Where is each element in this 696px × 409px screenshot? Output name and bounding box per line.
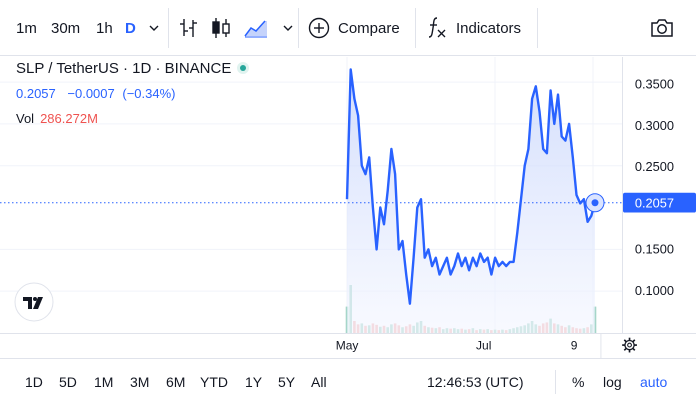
toolbar-divider (298, 8, 299, 48)
function-fx-icon[interactable] (426, 15, 448, 41)
range-1m[interactable]: 1M (94, 374, 114, 390)
last-price-tag: 0.2057 (623, 192, 696, 213)
symbol-legend[interactable]: SLP / TetherUS · 1D · BINANCE (16, 60, 250, 77)
last-price-marker-dot (591, 199, 599, 207)
price-line-series (345, 68, 597, 305)
range-ytd[interactable]: YTD (200, 374, 228, 390)
compare-button[interactable]: Compare (338, 19, 400, 37)
y-tick-label: 0.1500 (635, 242, 674, 257)
price-area-fill (347, 69, 595, 333)
range-5y[interactable]: 5Y (278, 374, 296, 390)
interval-chevron-down-icon[interactable] (148, 22, 160, 34)
volume-legend[interactable]: Vol 286.272M (16, 111, 98, 126)
x-tick-label: May (336, 339, 359, 353)
range-6m[interactable]: 6M (166, 374, 186, 390)
chart-type-chevron-down-icon[interactable] (282, 22, 294, 34)
area-chart-icon[interactable] (243, 17, 269, 39)
plus-circle-icon[interactable] (308, 17, 330, 39)
legend-price-change-pct: (−0.34%) (122, 86, 176, 101)
percent-scale-toggle[interactable]: % (572, 374, 585, 390)
camera-snapshot-icon[interactable] (649, 16, 675, 40)
interval-d[interactable]: D (125, 19, 136, 37)
tradingview-logo[interactable] (14, 282, 54, 322)
legend-price-change: −0.0007 (67, 86, 115, 101)
legend-price-value: 0.2057 (16, 86, 56, 101)
candles-chart-icon[interactable] (210, 16, 232, 40)
log-scale-toggle[interactable]: log (603, 374, 622, 390)
price-legend: 0.2057 −0.0007 (−0.34%) (16, 86, 176, 101)
last-price-tag-label: 0.2057 (635, 196, 674, 211)
utc-clock[interactable]: 12:46:53 (UTC) (427, 374, 524, 390)
y-tick-label: 0.2500 (635, 159, 674, 174)
symbol-title: SLP / TetherUS · 1D · BINANCE (16, 60, 232, 77)
price-chart-pane[interactable] (0, 57, 622, 333)
range-3m[interactable]: 3M (130, 374, 150, 390)
chart-settings-gear-icon[interactable] (622, 337, 637, 353)
time-axis[interactable]: May Jul 9 (0, 333, 696, 359)
volume-label: Vol (16, 111, 35, 126)
toolbar-divider (415, 8, 416, 48)
interval-30m[interactable]: 30m (51, 19, 81, 37)
y-tick-label: 0.3500 (635, 77, 674, 92)
y-tick-label: 0.1000 (635, 283, 674, 298)
interval-1m[interactable]: 1m (16, 19, 37, 37)
top-toolbar: 1m 30m 1h D Compare (0, 0, 696, 56)
market-status-dot-icon (237, 62, 250, 75)
range-all[interactable]: All (311, 374, 327, 390)
price-axis[interactable]: 0.3500 0.3000 0.2500 0.1500 0.1000 0.2057 (622, 57, 696, 333)
auto-scale-toggle[interactable]: auto (640, 374, 668, 390)
toolbar-divider (168, 8, 169, 48)
bars-chart-icon[interactable] (178, 16, 200, 40)
x-tick-label: Jul (476, 339, 491, 353)
volume-value: 286.272M (40, 111, 98, 126)
bottom-toolbar: 1D 5D 1M 3M 6M YTD 1Y 5Y All 12:46:53 (U… (0, 360, 696, 409)
interval-1h[interactable]: 1h (96, 19, 113, 37)
indicators-button[interactable]: Indicators (456, 19, 522, 37)
range-1y[interactable]: 1Y (245, 374, 263, 390)
range-5d[interactable]: 5D (59, 374, 77, 390)
range-1d[interactable]: 1D (25, 374, 43, 390)
toolbar-divider (537, 8, 538, 48)
footer-divider (555, 370, 556, 394)
x-tick-label: 9 (571, 339, 578, 353)
y-tick-label: 0.3000 (635, 118, 674, 133)
